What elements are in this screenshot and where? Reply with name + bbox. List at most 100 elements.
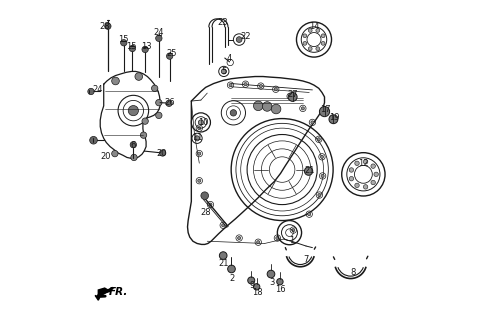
Circle shape bbox=[308, 28, 312, 32]
Circle shape bbox=[152, 85, 158, 92]
Text: FR.: FR. bbox=[109, 287, 128, 297]
Circle shape bbox=[371, 180, 376, 185]
Text: 18: 18 bbox=[252, 288, 263, 297]
Circle shape bbox=[248, 277, 255, 284]
Text: 26: 26 bbox=[164, 98, 175, 107]
Circle shape bbox=[88, 88, 94, 95]
Text: 9: 9 bbox=[249, 281, 254, 290]
Text: 24: 24 bbox=[154, 28, 164, 37]
Circle shape bbox=[316, 47, 320, 51]
Circle shape bbox=[371, 164, 376, 168]
Circle shape bbox=[267, 270, 275, 278]
Circle shape bbox=[244, 83, 247, 86]
Circle shape bbox=[238, 236, 241, 240]
Text: 23: 23 bbox=[218, 19, 228, 28]
Circle shape bbox=[236, 37, 242, 43]
Circle shape bbox=[131, 154, 137, 161]
Circle shape bbox=[156, 35, 162, 42]
Circle shape bbox=[355, 161, 359, 165]
Text: 28: 28 bbox=[200, 208, 211, 217]
Text: 16: 16 bbox=[275, 284, 286, 293]
Circle shape bbox=[160, 150, 166, 156]
Circle shape bbox=[321, 174, 324, 178]
Text: 17: 17 bbox=[320, 105, 330, 114]
Text: 7: 7 bbox=[303, 255, 309, 264]
Text: 20: 20 bbox=[157, 149, 167, 158]
Circle shape bbox=[221, 69, 226, 74]
Text: 19: 19 bbox=[329, 114, 339, 123]
Text: 15: 15 bbox=[126, 42, 136, 52]
Polygon shape bbox=[98, 288, 110, 296]
Text: 20: 20 bbox=[100, 152, 110, 161]
Circle shape bbox=[259, 84, 262, 88]
Circle shape bbox=[156, 100, 162, 106]
Circle shape bbox=[219, 252, 227, 260]
Circle shape bbox=[321, 34, 325, 38]
Circle shape bbox=[363, 185, 368, 189]
Text: 24: 24 bbox=[92, 85, 103, 94]
Text: 22: 22 bbox=[240, 32, 251, 41]
Circle shape bbox=[257, 241, 260, 244]
Circle shape bbox=[121, 40, 127, 46]
Text: 5: 5 bbox=[222, 67, 227, 76]
Circle shape bbox=[90, 136, 97, 144]
Circle shape bbox=[317, 138, 320, 141]
Circle shape bbox=[198, 126, 201, 130]
Circle shape bbox=[316, 28, 320, 32]
Circle shape bbox=[229, 84, 232, 87]
Circle shape bbox=[292, 228, 295, 232]
Circle shape bbox=[135, 73, 142, 80]
Circle shape bbox=[198, 120, 203, 125]
Circle shape bbox=[289, 95, 292, 98]
Circle shape bbox=[262, 102, 272, 111]
Text: 27: 27 bbox=[287, 90, 298, 99]
Circle shape bbox=[308, 212, 311, 216]
Circle shape bbox=[355, 183, 359, 188]
Circle shape bbox=[304, 167, 313, 175]
Text: 4: 4 bbox=[226, 54, 232, 63]
Text: 15: 15 bbox=[118, 35, 129, 44]
Circle shape bbox=[198, 179, 201, 182]
Circle shape bbox=[253, 284, 260, 290]
Circle shape bbox=[209, 203, 212, 206]
Circle shape bbox=[111, 77, 119, 85]
Circle shape bbox=[156, 112, 162, 119]
Circle shape bbox=[374, 172, 379, 177]
Circle shape bbox=[318, 194, 321, 197]
Circle shape bbox=[311, 121, 314, 124]
Circle shape bbox=[201, 192, 209, 199]
Text: 6: 6 bbox=[131, 141, 136, 150]
Circle shape bbox=[140, 132, 147, 138]
Text: 11: 11 bbox=[192, 133, 202, 142]
Circle shape bbox=[166, 53, 173, 59]
Circle shape bbox=[303, 34, 307, 38]
Circle shape bbox=[129, 45, 136, 52]
Circle shape bbox=[272, 104, 281, 114]
Text: 21: 21 bbox=[218, 259, 229, 268]
Circle shape bbox=[320, 107, 329, 117]
Circle shape bbox=[142, 118, 148, 124]
Text: 8: 8 bbox=[351, 268, 356, 277]
Text: 12: 12 bbox=[358, 159, 369, 168]
Circle shape bbox=[329, 115, 338, 124]
Circle shape bbox=[221, 224, 225, 227]
Text: 13: 13 bbox=[141, 42, 152, 52]
Circle shape bbox=[194, 136, 200, 141]
Text: 28: 28 bbox=[99, 22, 110, 31]
Text: 1: 1 bbox=[289, 236, 294, 245]
Circle shape bbox=[276, 236, 279, 240]
Circle shape bbox=[230, 110, 237, 116]
Text: 2: 2 bbox=[229, 274, 235, 283]
Circle shape bbox=[288, 92, 297, 101]
Text: 25: 25 bbox=[166, 49, 177, 58]
Circle shape bbox=[274, 88, 277, 91]
Circle shape bbox=[301, 107, 304, 110]
Circle shape bbox=[198, 152, 201, 155]
Circle shape bbox=[130, 141, 136, 148]
Circle shape bbox=[166, 100, 172, 107]
Circle shape bbox=[363, 160, 368, 164]
Circle shape bbox=[111, 150, 118, 157]
Text: 14: 14 bbox=[309, 22, 319, 31]
Circle shape bbox=[303, 41, 307, 45]
Circle shape bbox=[308, 47, 312, 51]
